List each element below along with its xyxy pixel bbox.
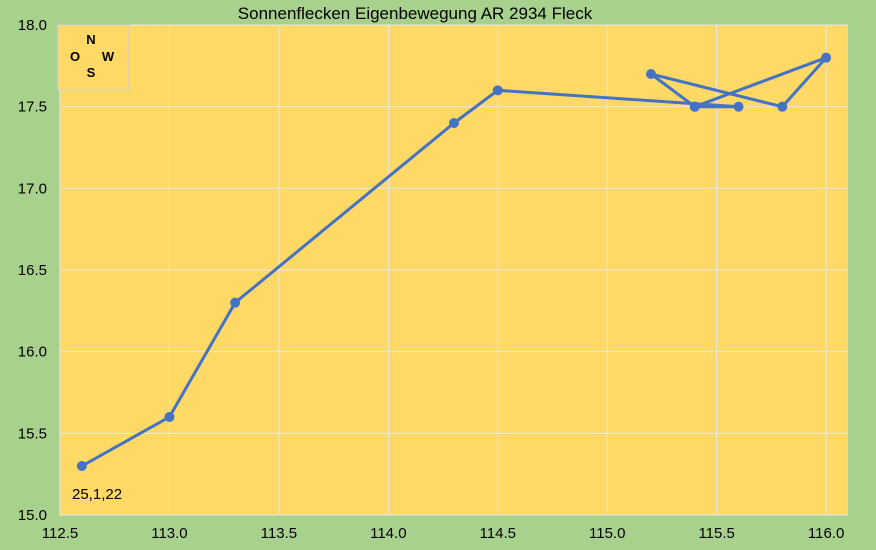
compass-ost: O: [70, 49, 80, 64]
chart-title: Sonnenflecken Eigenbewegung AR 2934 Flec…: [238, 4, 593, 23]
y-tick-label: 17.0: [18, 180, 47, 197]
y-tick-label: 17.5: [18, 99, 47, 116]
y-tick-label: 15.0: [18, 507, 47, 524]
data-point: [689, 101, 700, 112]
grid: [59, 24, 848, 516]
compass-legend: N O W S: [57, 24, 130, 91]
data-point: [777, 101, 788, 112]
compass-south: S: [87, 65, 96, 80]
x-tick-label: 112.5: [42, 525, 78, 542]
data-point: [733, 101, 744, 112]
x-tick-label: 114.0: [370, 525, 406, 542]
data-point: [449, 118, 459, 128]
x-tick-label: 113.0: [151, 525, 187, 542]
data-point: [492, 85, 503, 96]
x-tick-label: 113.5: [261, 525, 297, 542]
data-point: [646, 69, 656, 79]
axes: 112.5 113.0 113.5 114.0 114.5 115.0 115.5 116.0…: [18, 17, 845, 542]
compass-west: W: [102, 49, 115, 64]
y-tick-label: 18.0: [18, 17, 47, 34]
series: [76, 52, 832, 471]
data-point: [164, 412, 175, 422]
y-tick-label: 16.0: [18, 344, 47, 361]
point-annotation: 25,1,22: [72, 486, 122, 503]
data-point: [821, 52, 832, 63]
x-tick-label: 115.0: [589, 525, 625, 542]
x-tick-label: 116.0: [808, 525, 844, 542]
x-tick-label: 115.5: [698, 525, 734, 542]
x-tick-label: 114.5: [480, 525, 516, 542]
data-point: [76, 461, 87, 471]
y-tick-label: 16.5: [18, 262, 47, 279]
compass-box: [57, 24, 130, 91]
compass-north: N: [86, 32, 95, 47]
y-tick-label: 15.5: [18, 425, 47, 442]
data-point: [230, 297, 241, 308]
